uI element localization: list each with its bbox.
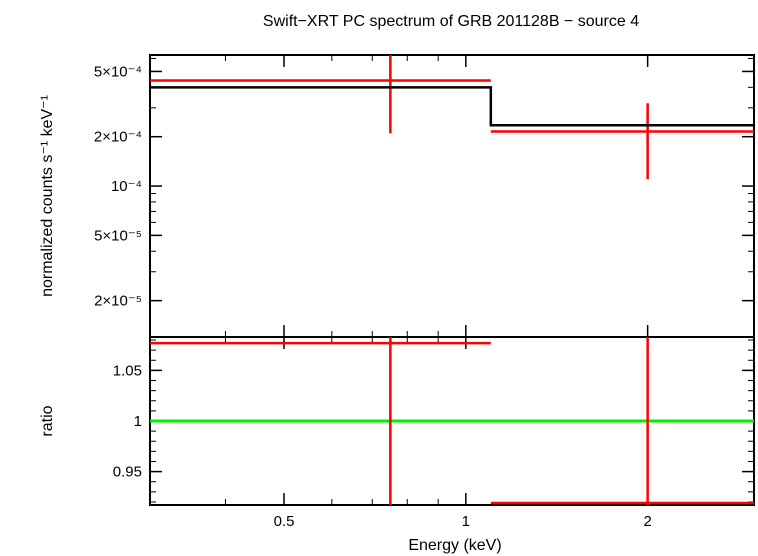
x-tick-label: 1 — [462, 513, 470, 530]
spectrum-y-tick-label: 2×10⁻⁵ — [94, 293, 142, 310]
x-tick-label: 0.5 — [274, 513, 295, 530]
ratio-y-tick-label: 1 — [134, 413, 142, 430]
ratio-y-tick-label: 1.05 — [113, 362, 142, 379]
spectrum-y-axis-label: normalized counts s⁻¹ keV⁻¹ — [39, 95, 56, 297]
spectrum-model-step-line — [150, 86, 754, 127]
spectrum-y-tick-label: 2×10⁻⁴ — [94, 129, 142, 146]
spectrum-y-tick-label: 5×10⁻⁵ — [94, 227, 142, 244]
chart-title: Swift−XRT PC spectrum of GRB 201128B − s… — [263, 13, 639, 30]
spectrum-y-tick-label: 10⁻⁴ — [111, 178, 142, 195]
ratio-y-tick-label: 0.95 — [113, 464, 142, 481]
ratio-panel: 1.05 1 0.95 0.5 1 2 — [113, 336, 755, 530]
spectrum-y-tick-label: 5×10⁻⁴ — [94, 63, 142, 80]
spectrum-panel: 5×10⁻⁴ 2×10⁻⁴ 10⁻⁴ 5×10⁻⁵ 2×10⁻⁵ — [94, 54, 755, 338]
ratio-y-axis-label: ratio — [39, 405, 56, 436]
spectrum-frame — [149, 54, 755, 338]
x-axis-label: Energy (keV) — [408, 537, 501, 554]
x-tick-label: 2 — [643, 513, 651, 530]
